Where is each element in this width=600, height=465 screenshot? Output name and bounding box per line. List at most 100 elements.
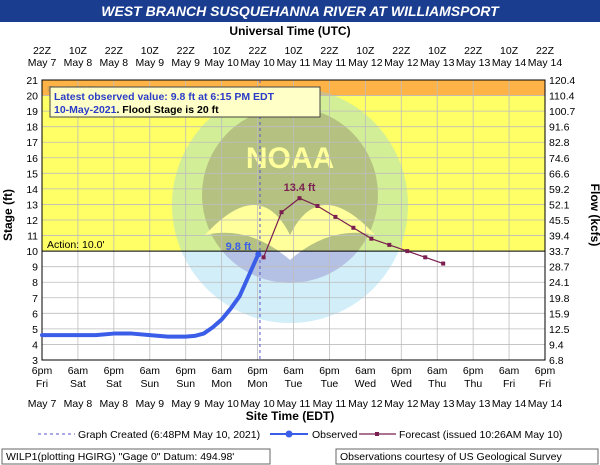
top-axis-title: Universal Time (UTC) (229, 24, 350, 38)
footer: WILP1(plotting HGIRG) "Gage 0" Datum: 49… (1, 448, 599, 465)
right-tick-label: 91.6 (549, 122, 570, 134)
legend-graph-created-label: Graph Created (6:48PM May 10, 2021) (78, 429, 260, 441)
top-tick-time: 10Z (213, 45, 232, 57)
bottom-tick-date: May 11 (313, 398, 347, 410)
bottom-tick-time: 6am (355, 365, 376, 377)
left-tick-label: 17 (26, 137, 38, 149)
bottom-tick-day: Tue (285, 378, 303, 390)
legend-observed-marker (285, 430, 293, 438)
top-tick-time: 10Z (500, 45, 519, 57)
bottom-tick-time: 6am (427, 365, 448, 377)
bottom-tick-date: May 13 (420, 398, 455, 410)
right-tick-label: 120.4 (549, 75, 575, 87)
forecast-point (369, 236, 374, 241)
top-tick-date: May 11 (313, 57, 347, 69)
top-tick-date: May 8 (100, 57, 129, 69)
left-tick-label: 10 (26, 246, 38, 258)
top-tick-date: May 14 (492, 57, 527, 69)
bottom-tick-time: 6am (499, 365, 520, 377)
bottom-tick-date: May 14 (492, 398, 527, 410)
observed-latest-point (255, 251, 262, 258)
forecast-point (333, 214, 338, 219)
top-tick-time: 10Z (141, 45, 160, 57)
bottom-tick-date: May 10 (240, 398, 275, 410)
bottom-tick-time: 6pm (319, 365, 340, 377)
bottom-tick-day: Wed (355, 378, 377, 390)
top-tick-time: 22Z (249, 45, 268, 57)
left-tick-label: 15 (26, 168, 38, 180)
forecast-point (351, 225, 356, 230)
left-tick-label: 5 (32, 324, 38, 336)
bottom-tick-day: Thu (428, 378, 446, 390)
forecast-point (423, 255, 428, 260)
left-tick-label: 4 (32, 339, 38, 351)
info-box (49, 86, 321, 118)
left-tick-label: 13 (26, 199, 38, 211)
right-tick-label: 9.4 (549, 339, 564, 351)
bottom-tick-time: 6pm (104, 365, 125, 377)
bottom-tick-day: Mon (211, 378, 232, 390)
bottom-tick-time: 6am (140, 365, 161, 377)
title-band (0, 0, 600, 22)
forecast-point (315, 204, 320, 208)
bottom-tick-day: Sat (106, 378, 122, 390)
top-tick-time: 10Z (284, 45, 303, 57)
legend-forecast-label: Forecast (issued 10:26AM May 10) (399, 429, 562, 441)
plot-border (41, 79, 546, 361)
top-tick-time: 10Z (356, 45, 375, 57)
right-tick-label: 100.7 (549, 106, 575, 118)
right-tick-label: 15.9 (549, 308, 570, 320)
bottom-tick-time: 6pm (175, 365, 196, 377)
top-tick-date: May 13 (456, 57, 491, 69)
left-tick-label: 16 (26, 153, 38, 165)
bottom-axis-title: Site Time (EDT) (246, 409, 334, 423)
bottom-tick-date: May 11 (277, 398, 311, 410)
series-lines (40, 80, 446, 360)
bottom-tick-day: Sun (176, 378, 195, 390)
left-axis-title: Stage (ft) (1, 189, 15, 241)
bottom-tick-date: May 12 (384, 398, 419, 410)
top-tick-time: 10Z (428, 45, 447, 57)
bottom-tick-date: May 8 (64, 398, 93, 410)
top-tick-time: 22Z (464, 45, 483, 57)
observed-series-line (40, 252, 261, 339)
right-tick-label: 59.2 (549, 184, 570, 196)
bottom-tick-day: Tue (321, 378, 339, 390)
bottom-tick-time: 6am (211, 365, 232, 377)
top-tick-date: May 13 (420, 57, 455, 69)
right-tick-label: 12.5 (549, 324, 570, 336)
left-tick-label: 20 (26, 91, 38, 103)
left-tick-label: 11 (27, 231, 38, 243)
bottom-tick-day: Fri (539, 378, 551, 390)
right-axis-title: Flow (kcfs) (588, 184, 600, 247)
noaa-logo-inner (202, 107, 378, 283)
top-tick-date: May 12 (384, 57, 419, 69)
bottom-tick-day: Fri (36, 378, 48, 390)
forecast-point (405, 249, 410, 254)
bottom-tick-date: May 13 (456, 398, 491, 410)
top-tick-date: May 14 (528, 57, 563, 69)
info-box-flood-stage-text: . Flood Stage is 20 ft (116, 104, 219, 116)
footer-right-box (335, 448, 599, 465)
left-tick-label: 8 (32, 277, 38, 289)
bottom-tick-date: May 9 (171, 398, 200, 410)
right-tick-label: 19.8 (549, 293, 570, 305)
top-tick-time: 22Z (320, 45, 339, 57)
noaa-logo-letters: NOAA (246, 142, 334, 175)
bottom-tick-date: May 14 (528, 398, 563, 410)
bottom-tick-time: 6pm (391, 365, 412, 377)
top-tick-date: May 8 (64, 57, 93, 69)
bottom-tick-time: 6am (283, 365, 304, 377)
bottom-tick-date: May 7 (28, 398, 57, 410)
right-tick-label: 74.6 (549, 153, 570, 165)
legend-observed-label: Observed (312, 429, 358, 441)
right-tick-label: 24.1 (549, 277, 570, 289)
legend: Graph Created (6:48PM May 10, 2021) Obse… (38, 429, 562, 441)
right-axis-ticks: 6.8 9.4 12.5 15.9 19.8 24.1 28.7 33.7 39.4 45.5 52… (549, 75, 575, 367)
info-box-line1: Latest observed value: 9.8 ft at 6:15 PM… (54, 91, 275, 103)
top-tick-date: May 9 (171, 57, 200, 69)
right-tick-label: 52.1 (549, 199, 570, 211)
forecast-point (441, 261, 446, 266)
right-tick-label: 45.5 (549, 215, 570, 227)
